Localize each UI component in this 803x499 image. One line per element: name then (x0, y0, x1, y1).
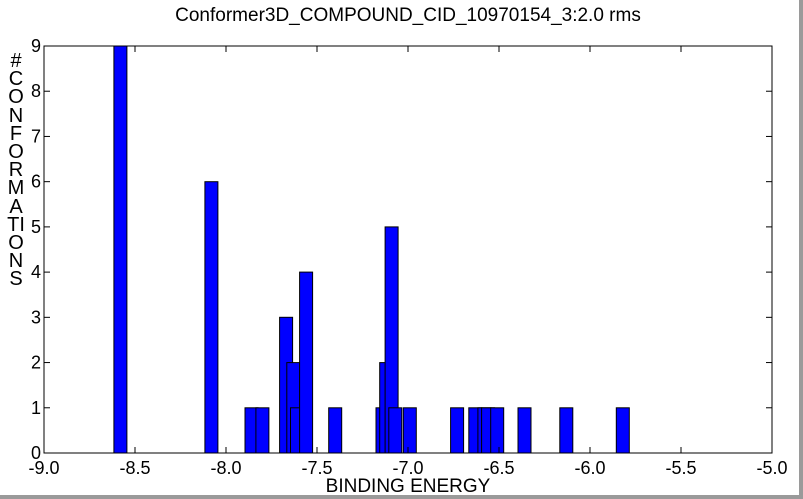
y-tick-label: 1 (31, 398, 41, 418)
x-tick-label: -6.5 (483, 458, 514, 478)
y-tick-label: 4 (31, 262, 41, 282)
y-tick-label: 0 (31, 443, 41, 463)
histogram-bar (559, 407, 574, 454)
histogram-bar (328, 407, 343, 454)
histogram-bar (490, 407, 505, 454)
y-tick-label: 7 (31, 126, 41, 146)
plot-frame (43, 45, 773, 454)
chart-title: Conformer3D_COMPOUND_CID_10970154_3:2.0 … (175, 5, 641, 26)
y-tick-label: 3 (31, 307, 41, 327)
histogram-bar (299, 271, 314, 454)
histogram-bar (450, 407, 465, 454)
histogram-bar (615, 407, 630, 454)
x-tick-label: -5.5 (665, 458, 696, 478)
histogram-bar (204, 181, 219, 454)
y-tick-label: 2 (31, 353, 41, 373)
x-tick-label: -9.0 (28, 458, 59, 478)
y-tick-label: 8 (31, 81, 41, 101)
x-tick-label: -7.0 (392, 458, 423, 478)
y-axis-label: # CONFORMATIONS (7, 50, 25, 291)
histogram-bar (113, 45, 128, 454)
y-tick-label: 6 (31, 172, 41, 192)
y-tick-label: 9 (31, 36, 41, 56)
x-tick-label: -7.5 (301, 458, 332, 478)
x-axis-label: BINDING ENERGY (325, 476, 491, 497)
histogram-bar (255, 407, 270, 454)
histogram-bar (517, 407, 532, 454)
x-tick-label: -8.5 (119, 458, 150, 478)
x-tick-label: -5.0 (756, 458, 787, 478)
histogram-bar (402, 407, 417, 454)
histogram-bar (388, 407, 403, 454)
x-tick-label: -8.0 (210, 458, 241, 478)
x-tick-label: -6.0 (574, 458, 605, 478)
y-tick-label: 5 (31, 217, 41, 237)
